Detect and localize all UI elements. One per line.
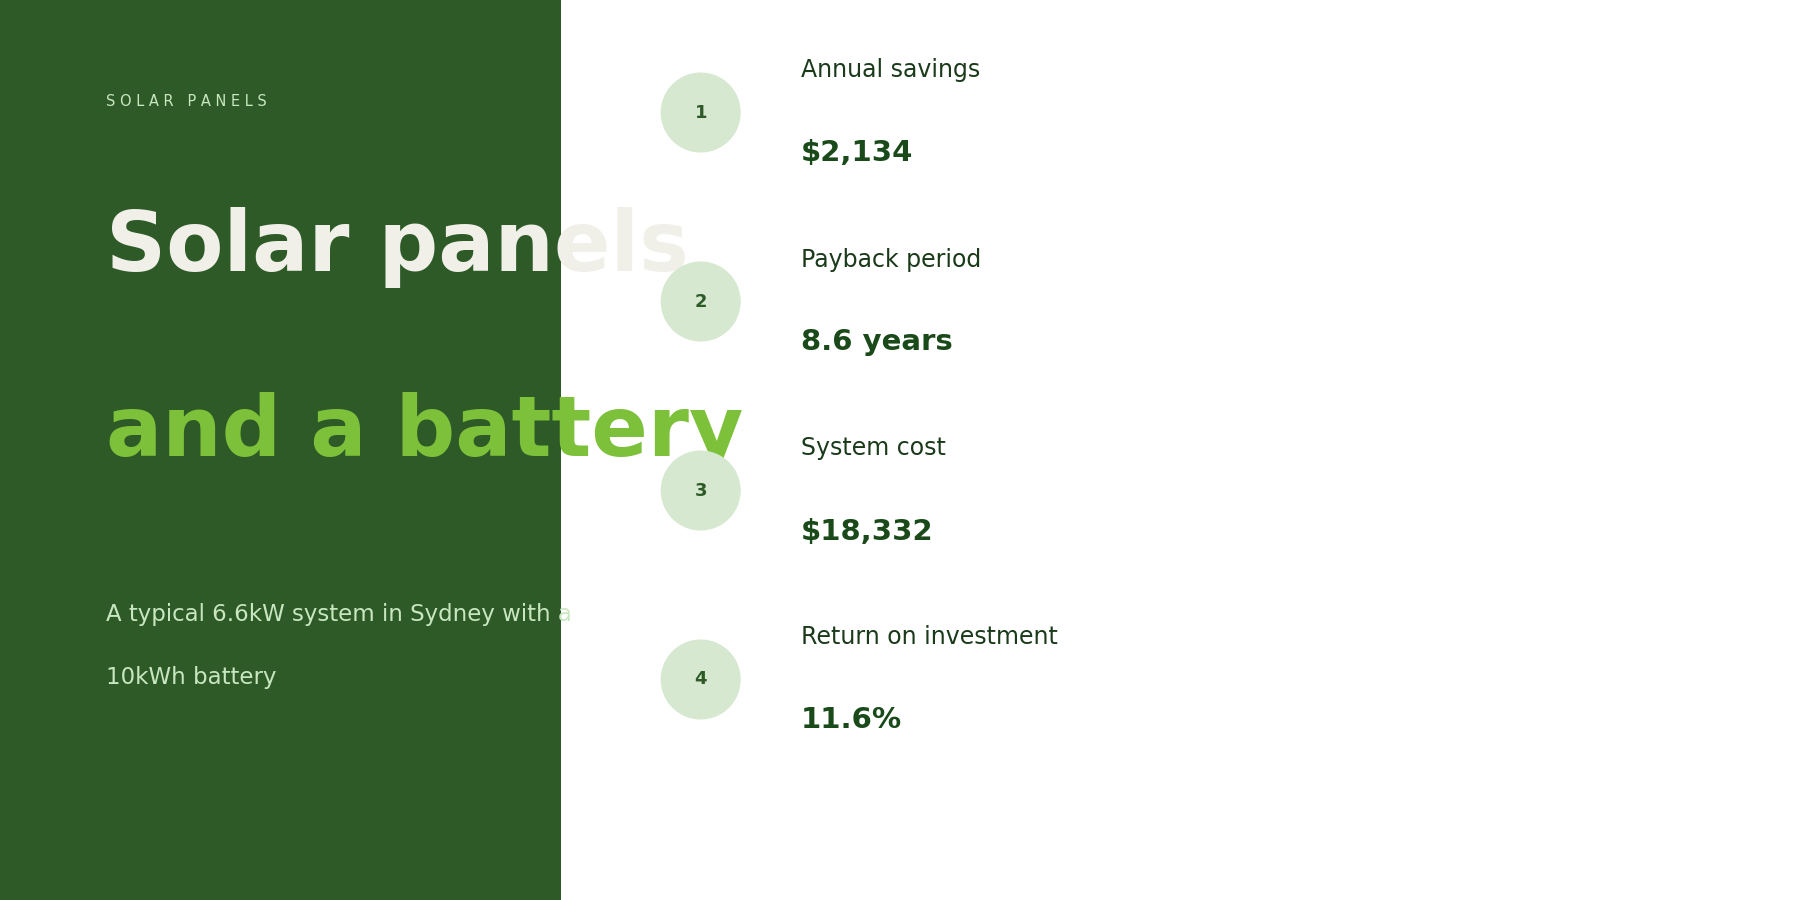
Text: 10kWh battery: 10kWh battery: [106, 666, 277, 689]
Text: 3: 3: [695, 482, 706, 500]
Text: 1: 1: [695, 104, 706, 122]
Ellipse shape: [661, 640, 741, 719]
Ellipse shape: [661, 262, 741, 341]
FancyBboxPatch shape: [561, 0, 1820, 900]
Text: 11.6%: 11.6%: [801, 706, 903, 734]
Text: Payback period: Payback period: [801, 248, 981, 272]
Ellipse shape: [661, 451, 741, 530]
Text: Annual savings: Annual savings: [801, 58, 979, 83]
Text: Return on investment: Return on investment: [801, 626, 1057, 650]
Text: $18,332: $18,332: [801, 518, 934, 545]
Text: $2,134: $2,134: [801, 140, 914, 167]
Text: S O L A R   P A N E L S: S O L A R P A N E L S: [106, 94, 266, 110]
Text: and a battery: and a battery: [106, 392, 743, 473]
Text: 2: 2: [695, 292, 706, 310]
Text: Solar panels: Solar panels: [106, 207, 688, 288]
FancyBboxPatch shape: [0, 0, 561, 900]
Text: System cost: System cost: [801, 436, 946, 461]
Text: 4: 4: [695, 670, 706, 688]
Text: A typical 6.6kW system in Sydney with a: A typical 6.6kW system in Sydney with a: [106, 603, 571, 626]
Ellipse shape: [661, 73, 741, 152]
Text: 8.6 years: 8.6 years: [801, 328, 952, 356]
